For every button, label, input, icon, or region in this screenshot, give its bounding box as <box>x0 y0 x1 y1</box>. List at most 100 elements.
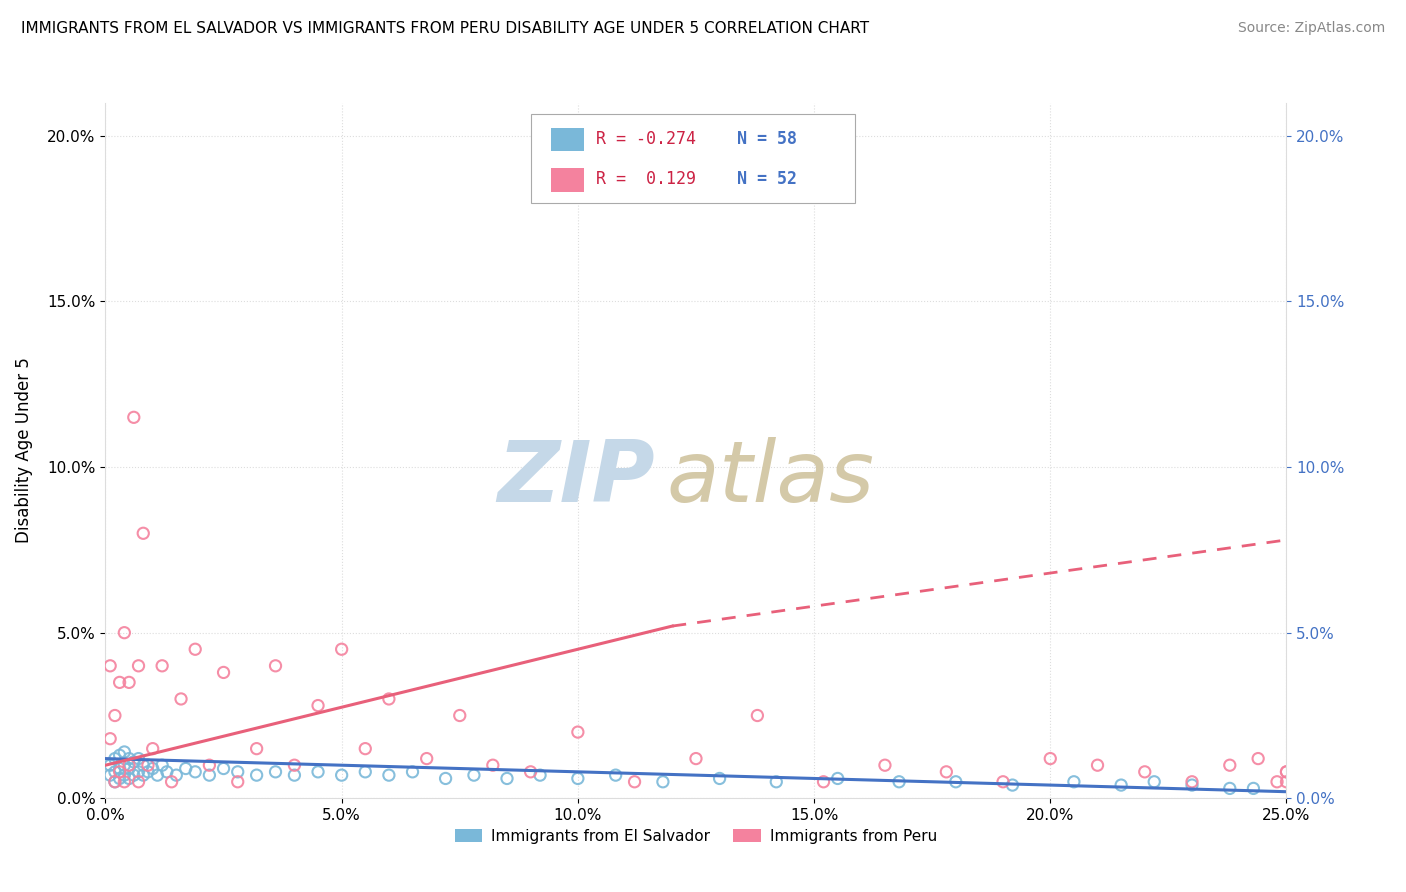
Point <box>104 764 127 779</box>
Point <box>118 751 141 765</box>
Point <box>104 708 127 723</box>
Point <box>128 774 150 789</box>
Point <box>112 774 135 789</box>
Point <box>122 768 145 782</box>
Point <box>307 698 329 713</box>
Point <box>747 708 769 723</box>
Point <box>264 764 287 779</box>
Point <box>519 764 541 779</box>
Point <box>1087 758 1109 772</box>
Point <box>136 758 159 772</box>
Point <box>108 748 131 763</box>
Point <box>1241 781 1264 796</box>
Point <box>104 751 127 765</box>
Point <box>128 658 150 673</box>
Point <box>1265 774 1288 789</box>
Point <box>685 751 707 765</box>
Point <box>529 768 551 782</box>
Point <box>118 758 141 772</box>
Point <box>142 741 165 756</box>
Point <box>482 758 505 772</box>
Point <box>887 774 910 789</box>
Point <box>623 774 645 789</box>
Point <box>142 762 165 776</box>
Point <box>1039 751 1062 765</box>
Point <box>112 758 135 772</box>
Point <box>108 772 131 786</box>
Point <box>98 658 121 673</box>
Y-axis label: Disability Age Under 5: Disability Age Under 5 <box>15 358 34 543</box>
Point <box>184 642 207 657</box>
Point <box>1181 778 1204 792</box>
Point <box>174 762 197 776</box>
Point <box>170 692 193 706</box>
Point <box>112 768 135 782</box>
Point <box>132 758 155 772</box>
Point <box>1133 764 1156 779</box>
Point <box>98 758 121 772</box>
Point <box>122 410 145 425</box>
Point <box>184 764 207 779</box>
Legend: Immigrants from El Salvador, Immigrants from Peru: Immigrants from El Salvador, Immigrants … <box>449 822 943 850</box>
Point <box>212 762 235 776</box>
Text: IMMIGRANTS FROM EL SALVADOR VS IMMIGRANTS FROM PERU DISABILITY AGE UNDER 5 CORRE: IMMIGRANTS FROM EL SALVADOR VS IMMIGRANT… <box>21 21 869 36</box>
Point <box>128 751 150 765</box>
Point <box>1219 781 1241 796</box>
Point <box>98 768 121 782</box>
Point <box>198 768 221 782</box>
Text: N = 58: N = 58 <box>737 129 797 148</box>
Point <box>330 642 353 657</box>
Point <box>378 692 401 706</box>
FancyBboxPatch shape <box>530 114 855 203</box>
Point <box>434 772 457 786</box>
Point <box>136 764 159 779</box>
Point <box>118 772 141 786</box>
Point <box>122 755 145 769</box>
Point <box>108 762 131 776</box>
Point <box>605 768 627 782</box>
Point <box>1219 758 1241 772</box>
Point <box>150 658 173 673</box>
Text: N = 52: N = 52 <box>737 170 797 188</box>
Point <box>567 772 589 786</box>
Point <box>112 745 135 759</box>
Point <box>283 758 305 772</box>
Point <box>496 772 519 786</box>
Point <box>104 774 127 789</box>
Point <box>264 658 287 673</box>
Text: atlas: atlas <box>666 437 875 520</box>
Text: ZIP: ZIP <box>496 437 655 520</box>
Point <box>108 764 131 779</box>
Text: R = -0.274: R = -0.274 <box>596 129 696 148</box>
Point <box>198 758 221 772</box>
Point <box>991 774 1014 789</box>
Point <box>935 764 957 779</box>
Text: R =  0.129: R = 0.129 <box>596 170 696 188</box>
Point <box>1063 774 1085 789</box>
Point <box>463 768 485 782</box>
Point <box>226 764 249 779</box>
Point <box>354 741 377 756</box>
Point <box>146 768 169 782</box>
Point <box>118 675 141 690</box>
Point <box>765 774 787 789</box>
Point <box>132 526 155 541</box>
Point <box>104 774 127 789</box>
Point <box>1143 774 1166 789</box>
Point <box>401 764 423 779</box>
Point <box>118 762 141 776</box>
Bar <box>551 168 583 192</box>
Point <box>112 625 135 640</box>
Point <box>132 768 155 782</box>
Point <box>1275 774 1298 789</box>
Point <box>160 774 183 789</box>
Point <box>813 774 835 789</box>
Point <box>945 774 967 789</box>
Point <box>98 731 121 746</box>
Point <box>330 768 353 782</box>
Point <box>873 758 896 772</box>
Point <box>307 764 329 779</box>
Point <box>1001 778 1024 792</box>
Point <box>415 751 437 765</box>
Point <box>1181 774 1204 789</box>
